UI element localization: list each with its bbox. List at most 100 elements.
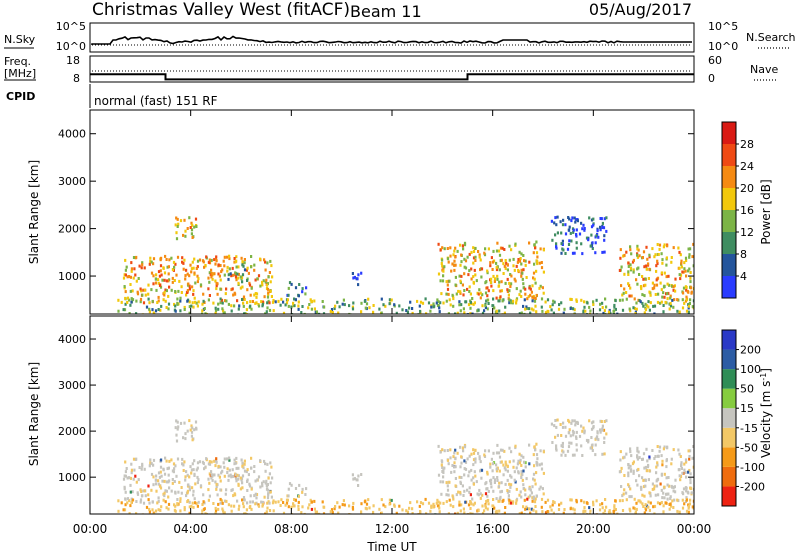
velocity-cell <box>300 511 303 514</box>
power-cell <box>478 253 481 257</box>
velocity-cell <box>603 436 606 440</box>
velocity-colorbar-swatch <box>722 427 736 448</box>
velocity-cell <box>235 479 238 483</box>
velocity-cell <box>245 470 248 474</box>
velocity-cell <box>648 508 651 512</box>
power-cell <box>564 252 567 255</box>
velocity-cell <box>486 472 489 476</box>
velocity-cell <box>468 486 471 490</box>
velocity-cell <box>588 419 591 423</box>
power-cell <box>647 300 650 304</box>
power-cell <box>380 297 383 301</box>
velocity-cell <box>666 492 669 496</box>
power-cell <box>425 312 428 314</box>
power-cell <box>511 301 514 305</box>
velocity-cell <box>167 507 170 511</box>
power-cell <box>616 312 619 314</box>
velocity-cell <box>170 458 173 462</box>
velocity-cell <box>301 490 304 494</box>
velocity-cell <box>452 505 455 509</box>
velocity-cell <box>301 505 304 509</box>
velocity-region-3 <box>286 482 308 498</box>
power-cell <box>657 292 660 296</box>
velocity-cell <box>520 511 523 514</box>
velocity-cell <box>598 508 602 512</box>
velocity-cell <box>475 480 478 484</box>
power-cell <box>685 295 688 299</box>
power-cell <box>360 301 363 305</box>
power-cell <box>534 246 537 250</box>
power-cell <box>506 263 509 267</box>
velocity-cell <box>453 451 456 455</box>
power-cell <box>508 244 511 248</box>
velocity-cell <box>134 474 137 478</box>
velocity-cell <box>509 499 512 503</box>
velocity-cell <box>643 466 646 470</box>
velocity-colorbar-swatch <box>722 466 736 487</box>
velocity-cell <box>380 511 383 514</box>
power-cell <box>183 258 186 262</box>
velocity-cell <box>512 500 515 504</box>
power-cell <box>183 218 186 222</box>
power-cell <box>470 277 473 281</box>
velocity-cell <box>356 478 359 482</box>
power-cell <box>220 270 223 274</box>
power-cell <box>627 265 630 268</box>
velocity-cell <box>162 468 165 472</box>
power-cell <box>246 288 249 292</box>
power-ytick-label: 1000 <box>58 270 86 283</box>
velocity-cell <box>188 511 191 514</box>
power-cell <box>542 291 545 295</box>
power-cell <box>198 258 202 262</box>
power-cell <box>480 267 484 271</box>
power-cell <box>179 296 182 300</box>
velocity-cell <box>581 429 584 433</box>
power-cell <box>223 299 227 303</box>
power-cell <box>472 256 476 260</box>
power-cell <box>128 275 131 278</box>
power-cell <box>690 290 693 294</box>
power-cell <box>605 216 608 220</box>
velocity-cell <box>360 502 363 506</box>
velocity-cell <box>554 419 557 422</box>
velocity-cell <box>572 507 575 511</box>
velocity-cell <box>664 501 667 505</box>
power-cell <box>214 262 217 266</box>
velocity-cell <box>150 472 154 476</box>
power-cell <box>575 241 578 245</box>
velocity-cell <box>256 478 259 482</box>
velocity-cell <box>450 470 453 474</box>
velocity-cell <box>189 428 192 432</box>
velocity-cell <box>632 506 635 510</box>
velocity-cell <box>187 483 190 487</box>
velocity-cell <box>625 498 628 502</box>
velocity-cell <box>678 510 681 514</box>
velocity-cell <box>506 464 509 468</box>
velocity-cell <box>534 497 537 501</box>
velocity-cell <box>215 482 218 486</box>
velocity-cell <box>681 506 685 510</box>
velocity-cell <box>215 485 218 488</box>
power-cell <box>130 297 133 301</box>
velocity-cell <box>522 455 525 459</box>
velocity-cell <box>689 449 692 453</box>
power-cell <box>486 307 489 311</box>
power-cell <box>633 297 636 301</box>
velocity-cell <box>601 506 604 510</box>
velocity-cell <box>463 467 466 471</box>
power-cell <box>628 294 631 298</box>
velocity-cell <box>461 446 464 450</box>
power-cell <box>607 310 611 314</box>
velocity-cell <box>456 511 459 514</box>
power-cell <box>604 312 607 314</box>
power-cell <box>491 260 495 264</box>
velocity-cell <box>142 489 145 493</box>
power-cell <box>177 222 180 226</box>
velocity-cell <box>165 480 168 484</box>
power-cell <box>584 309 587 313</box>
velocity-cell <box>230 475 233 479</box>
velocity-cell <box>597 438 600 442</box>
velocity-cell <box>233 462 236 466</box>
velocity-cell <box>250 466 253 470</box>
power-cell <box>683 267 686 271</box>
